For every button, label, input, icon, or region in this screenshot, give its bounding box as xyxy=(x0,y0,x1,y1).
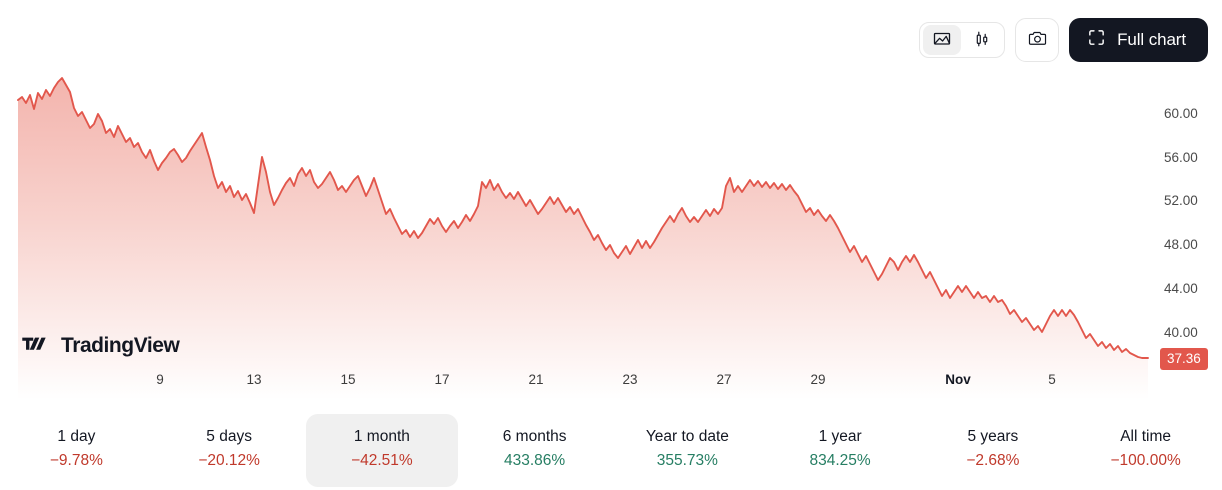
area-chart-icon xyxy=(932,29,952,52)
period-tab-change: 834.25% xyxy=(809,452,871,469)
camera-icon xyxy=(1027,28,1048,52)
time-axis-tick: 23 xyxy=(622,372,638,387)
period-tab-change: 355.73% xyxy=(656,452,718,469)
price-axis-tick: 60.00 xyxy=(1164,106,1198,121)
time-axis-tick: 5 xyxy=(1048,372,1056,387)
period-tab-label: Year to date xyxy=(645,428,729,445)
price-axis-tick: 40.00 xyxy=(1164,325,1198,340)
period-tab-change: −100.00% xyxy=(1110,452,1181,469)
price-axis: 60.00 56.00 52.00 48.00 44.00 40.00 37.36 xyxy=(1146,0,1222,400)
period-tab-label: 1 day xyxy=(57,428,96,445)
period-tab-1-year[interactable]: 1 year 834.25% xyxy=(764,414,917,487)
period-tab-label: All time xyxy=(1120,428,1172,445)
period-tab-5-years[interactable]: 5 years −2.68% xyxy=(917,414,1070,487)
candlestick-icon xyxy=(972,29,992,52)
time-axis-tick: 29 xyxy=(810,372,826,387)
time-axis-tick: Nov xyxy=(945,372,971,387)
time-axis-tick: 27 xyxy=(716,372,732,387)
full-chart-button[interactable]: Full chart xyxy=(1069,18,1208,62)
chart-toolbar: Full chart xyxy=(919,18,1208,62)
time-axis-tick: 17 xyxy=(434,372,450,387)
price-axis-tick: 44.00 xyxy=(1164,281,1198,296)
price-axis-tick: 56.00 xyxy=(1164,150,1198,165)
price-axis-tick: 52.00 xyxy=(1164,193,1198,208)
period-selector: 1 day −9.78% 5 days −20.12% 1 month −42.51% 6 … xyxy=(0,414,1222,490)
period-tab-label: 5 years xyxy=(967,428,1019,445)
chart-type-candles-button[interactable] xyxy=(963,25,1001,55)
chart-type-area-button[interactable] xyxy=(923,25,962,55)
period-tab-change: 433.86% xyxy=(504,452,566,469)
period-tab-1-month[interactable]: 1 month −42.51% xyxy=(305,414,459,487)
period-tab-1-day[interactable]: 1 day −9.78% xyxy=(0,414,153,487)
time-axis-tick: 15 xyxy=(340,372,356,387)
time-axis-tick: 13 xyxy=(246,372,262,387)
period-tab-label: 5 days xyxy=(206,428,252,445)
period-tab-all-time[interactable]: All time −100.00% xyxy=(1069,414,1222,487)
period-tab-change: −42.51% xyxy=(351,452,413,469)
period-tab-label: 1 year xyxy=(818,428,862,445)
period-tab-year-to-date[interactable]: Year to date 355.73% xyxy=(611,414,764,487)
price-axis-tick: 48.00 xyxy=(1164,237,1198,252)
price-line xyxy=(17,77,1149,359)
fullscreen-icon xyxy=(1087,28,1106,52)
period-tab-6-months[interactable]: 6 months 433.86% xyxy=(458,414,611,487)
period-tab-5-days[interactable]: 5 days −20.12% xyxy=(153,414,306,487)
chart-type-segmented-control xyxy=(919,22,1006,58)
snapshot-button[interactable] xyxy=(1015,18,1060,62)
time-axis: 9 13 15 17 21 23 27 29 Nov 5 xyxy=(0,372,1150,394)
period-tab-change: −20.12% xyxy=(198,452,260,469)
period-tab-label: 6 months xyxy=(502,428,567,445)
full-chart-label: Full chart xyxy=(1117,30,1186,49)
period-tab-change: −9.78% xyxy=(49,452,103,469)
price-area-fill xyxy=(18,78,1148,400)
period-tab-change: −2.68% xyxy=(966,452,1020,469)
period-tab-label: 1 month xyxy=(353,428,410,445)
time-axis-tick: 9 xyxy=(156,372,164,387)
time-axis-tick: 21 xyxy=(528,372,544,387)
price-chart-svg xyxy=(17,77,1149,400)
current-price-badge: 37.36 xyxy=(1160,348,1208,370)
price-chart[interactable]: TradingView xyxy=(0,0,1222,400)
